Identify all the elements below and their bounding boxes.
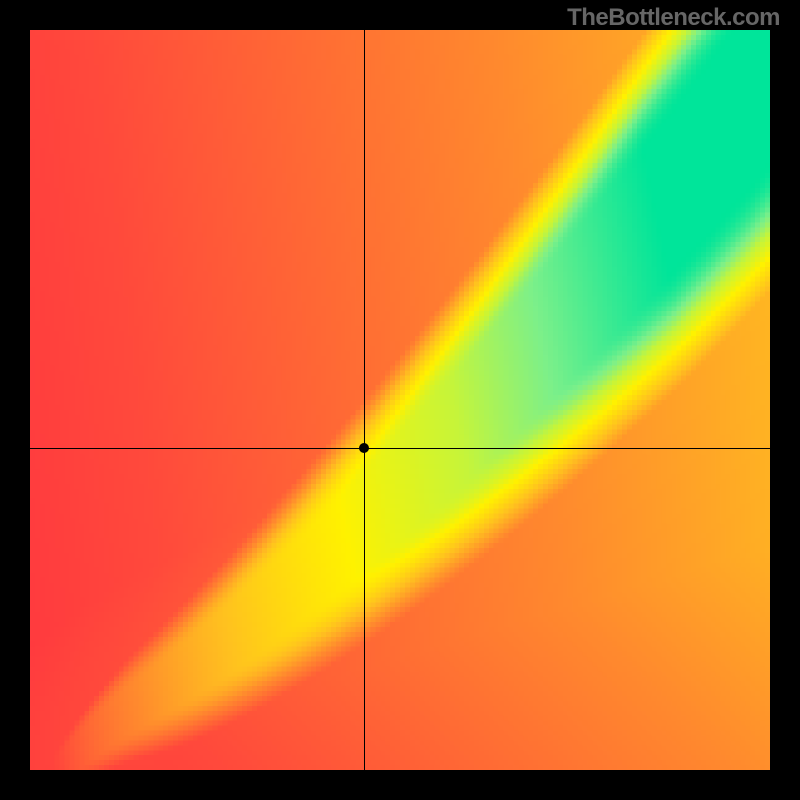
crosshair-vertical — [364, 30, 365, 770]
crosshair-marker — [359, 443, 369, 453]
plot-area — [30, 30, 770, 770]
chart-container: TheBottleneck.com — [0, 0, 800, 800]
heatmap-canvas — [30, 30, 770, 770]
watermark-text: TheBottleneck.com — [567, 4, 780, 32]
crosshair-horizontal — [30, 448, 770, 449]
